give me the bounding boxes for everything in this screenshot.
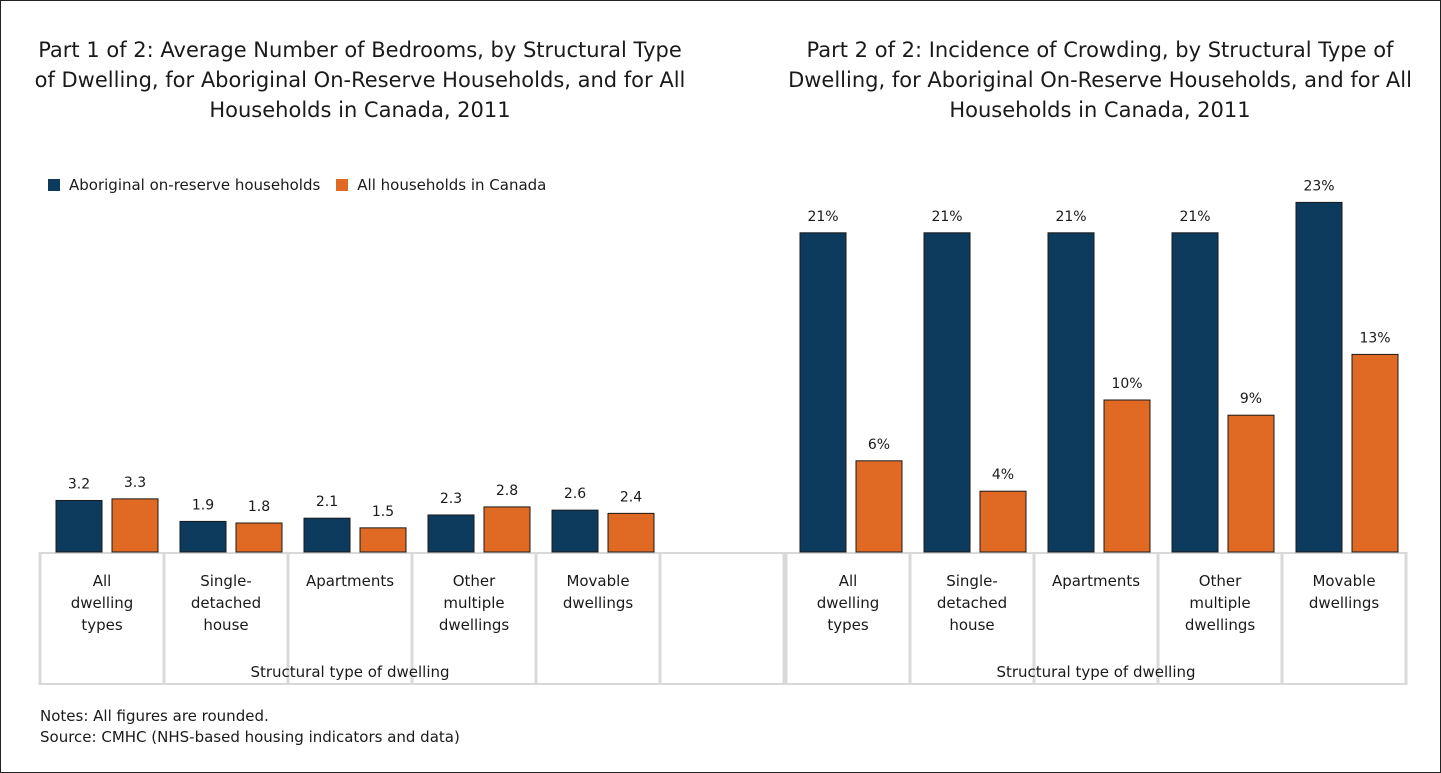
bar-series2	[855, 460, 903, 553]
bar-series1	[179, 520, 227, 553]
data-label: 1.5	[372, 504, 394, 520]
data-label: 6%	[868, 437, 890, 453]
bar-series1	[303, 517, 351, 553]
x-tick-label: types	[827, 616, 869, 634]
x-tick-label: Movable	[566, 572, 629, 590]
bar-series2	[359, 527, 407, 553]
chart-title-part2: Part 2 of 2: Incidence of Crowding, by S…	[788, 38, 1412, 122]
x-tick-label: All	[93, 572, 112, 590]
legend-item-series2: All households in Canada	[336, 176, 546, 194]
bar-series1	[1295, 201, 1343, 553]
source-line: Source: CMHC (NHS-based housing indicato…	[40, 728, 460, 746]
data-label: 21%	[931, 209, 962, 225]
x-axis-title: Structural type of dwelling	[996, 663, 1195, 681]
data-label: 2.4	[620, 489, 642, 505]
x-tick-label: Apartments	[1052, 572, 1140, 590]
data-label: 4%	[992, 467, 1014, 483]
data-label: 21%	[807, 209, 838, 225]
x-tick-label: multiple	[443, 594, 504, 612]
bar-series1	[1047, 232, 1095, 553]
data-label: 2.6	[564, 486, 586, 502]
chart-title-part1: Part 1 of 2: Average Number of Bedrooms,…	[34, 38, 686, 122]
bar-series2	[111, 498, 159, 553]
bar-series2	[1351, 353, 1399, 553]
data-label: 1.8	[248, 499, 270, 515]
x-tick-label: detached	[937, 594, 1007, 612]
bar-series1	[1171, 232, 1219, 553]
legend-label-series1: Aboriginal on-reserve households	[69, 176, 321, 194]
x-tick-label: types	[81, 616, 123, 634]
x-tick-label: dwelling	[71, 594, 134, 612]
bar-series1	[427, 514, 475, 553]
data-label: 21%	[1179, 209, 1210, 225]
legend-item-series1: Aboriginal on-reserve households	[48, 176, 320, 194]
x-tick-label: house	[203, 616, 248, 634]
bar-series1	[551, 509, 599, 553]
data-label: 23%	[1303, 178, 1334, 194]
x-tick-label: All	[839, 572, 858, 590]
x-tick-label: Other	[453, 572, 496, 590]
data-label: 3.3	[124, 475, 146, 491]
data-label: 10%	[1111, 376, 1142, 392]
legend-swatch-series1	[48, 179, 60, 191]
legend-label-series2: All households in Canada	[357, 176, 547, 194]
legend-swatch-series2	[336, 179, 349, 191]
x-axis-title: Structural type of dwelling	[250, 663, 449, 681]
data-label: 1.9	[192, 497, 214, 513]
x-tick-label: Single-	[946, 572, 998, 590]
x-tick-label: Movable	[1312, 572, 1375, 590]
data-label: 2.3	[440, 491, 462, 507]
x-tick-label: dwellings	[563, 594, 634, 612]
data-label: 21%	[1055, 209, 1086, 225]
x-tick-label: Apartments	[306, 572, 394, 590]
x-tick-label: dwellings	[1309, 594, 1380, 612]
x-tick-label: Other	[1199, 572, 1242, 590]
data-label: 2.1	[316, 494, 338, 510]
bar-series1	[55, 499, 103, 553]
bar-series2	[607, 512, 655, 553]
x-tick-label: detached	[191, 594, 261, 612]
bar-series1	[923, 232, 971, 553]
data-label: 13%	[1359, 330, 1390, 346]
data-label: 3.2	[68, 476, 90, 492]
bar-series1	[799, 232, 847, 553]
bar-series2	[483, 506, 531, 553]
x-tick-label: dwelling	[817, 594, 880, 612]
bar-series2	[235, 522, 283, 553]
data-label: 2.8	[496, 483, 518, 499]
notes: Notes: All figures are rounded. Source: …	[40, 706, 460, 748]
x-tick-label: multiple	[1189, 594, 1250, 612]
notes-line: Notes: All figures are rounded.	[40, 707, 269, 725]
x-tick-label: dwellings	[439, 616, 510, 634]
x-tick-label: house	[949, 616, 994, 634]
data-label: 9%	[1240, 391, 1262, 407]
bar-series2	[1227, 414, 1275, 553]
legend: Aboriginal on-reserve households All hou…	[48, 176, 562, 194]
bar-series2	[1103, 399, 1151, 553]
x-tick-label: dwellings	[1185, 616, 1256, 634]
bar-series2	[979, 490, 1027, 553]
x-tick-label: Single-	[200, 572, 252, 590]
